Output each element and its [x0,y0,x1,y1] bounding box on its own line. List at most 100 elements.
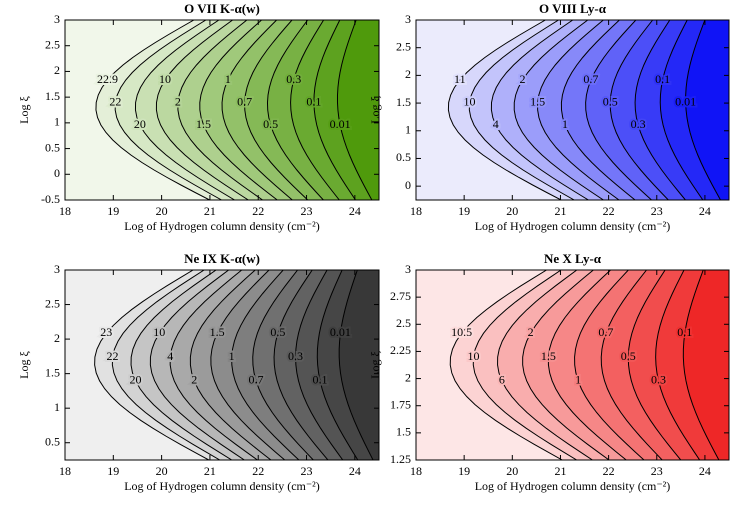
contour-line [169,270,258,460]
y-tick-label: 2.5 [45,37,60,51]
contour-label: 0.5 [270,325,285,339]
x-tick-label: 19 [107,464,119,478]
x-tick-label: 20 [506,204,518,218]
x-tick-label: 18 [59,204,71,218]
x-tick-label: 18 [410,204,422,218]
x-tick-label: 21 [554,204,566,218]
contour-label: 0.3 [288,349,303,363]
contour-label: 0.1 [306,94,321,108]
contour-label: 0.3 [631,117,646,131]
x-axis-label: Log of Hydrogen column density (cm⁻²) [475,479,671,493]
contour-label: 4 [493,117,499,131]
plot-frame [64,269,380,461]
x-tick-label: 24 [699,204,711,218]
x-tick-label: 24 [699,464,711,478]
contour-label: 4 [167,349,173,363]
contour-line [547,270,627,460]
y-tick-label: 3 [405,12,411,26]
contour-line [295,270,344,460]
contour-label: 10.5 [451,325,472,339]
y-axis-label: Log ξ [368,351,382,379]
contour-line [490,20,589,200]
y-tick-label: 0.5 [45,140,60,154]
y-tick-label: 2 [54,331,60,345]
y-axis-label: Log ξ [17,351,31,379]
contour-line [114,20,222,200]
contour-line [210,270,286,460]
y-tick-label: 1 [54,115,60,129]
contour-label: 0.01 [330,117,351,131]
y-tick-label: 1.5 [396,425,411,439]
contour-line [685,20,721,200]
contour-line [655,270,701,460]
contour-label: 0.5 [263,117,278,131]
contour-label: 22.9 [97,72,118,86]
x-axis-label: Log of Hydrogen column density (cm⁻²) [475,219,671,233]
x-tick-label: 21 [554,464,566,478]
contour-label: 22 [109,94,121,108]
contour-line [94,270,210,460]
contour-line [313,20,356,200]
contour-label: 0.7 [249,373,264,387]
contour-label: 0.1 [313,373,328,387]
contour-line [155,20,249,200]
contour-line [447,20,562,200]
contour-line [585,20,652,200]
y-tick-label: 3 [54,12,60,26]
contour-label: 0.01 [330,325,351,339]
contour-line [134,20,235,200]
contour-label: 1.5 [541,349,556,363]
contour-line [600,270,663,460]
y-tick-label: 1 [405,123,411,137]
contour-label: 2 [520,72,526,86]
y-tick-label: 1.5 [396,95,411,109]
y-tick-label: 2.5 [396,316,411,330]
contour-line [468,20,575,200]
contour-label: 10 [464,94,476,108]
chart-title: Ne X Ly-α [544,251,602,266]
y-tick-label: 2.5 [396,39,411,53]
contour-label: 20 [130,373,142,387]
y-tick-label: 2 [54,63,60,77]
contour-line [290,20,340,200]
x-tick-label: 22 [252,204,264,218]
contour-label: 1.5 [210,325,225,339]
x-tick-label: 23 [651,204,663,218]
contour-label: 0.5 [603,94,618,108]
x-tick-label: 19 [107,204,119,218]
x-tick-label: 22 [252,464,264,478]
contour-line [472,270,577,460]
contour-line [273,270,329,460]
x-tick-label: 23 [301,204,313,218]
contour-line [316,270,359,460]
y-tick-label: 2.75 [390,289,411,303]
contour-label: 2 [191,373,197,387]
contour-line [221,20,293,200]
contour-label: 1.5 [196,117,211,131]
contour-label: 1.5 [530,94,545,108]
contour-label: 0.3 [286,72,301,86]
contour-label: 10 [159,72,171,86]
plot-area: 22.9 22 20 10 2 1.5 1 0.7 0.5 0.3 0.1 0.01 [65,20,379,200]
contour-line [130,270,233,460]
contour-line [336,20,373,200]
plot-frame [415,19,730,201]
contour-line [252,270,314,460]
contour-line [537,20,620,200]
x-tick-label: 22 [603,204,615,218]
contour-label: 6 [499,373,505,387]
y-tick-label: 0 [54,166,60,180]
contour-label: 1 [229,349,235,363]
y-axis-label: Log ξ [17,96,31,124]
y-tick-label: 2.25 [390,343,411,357]
contour-band [683,270,729,460]
x-tick-label: 24 [349,204,361,218]
contour-line [609,20,669,200]
contour-label: 0.7 [583,72,598,86]
x-tick-label: 19 [458,464,470,478]
contour-label: 23 [100,325,112,339]
